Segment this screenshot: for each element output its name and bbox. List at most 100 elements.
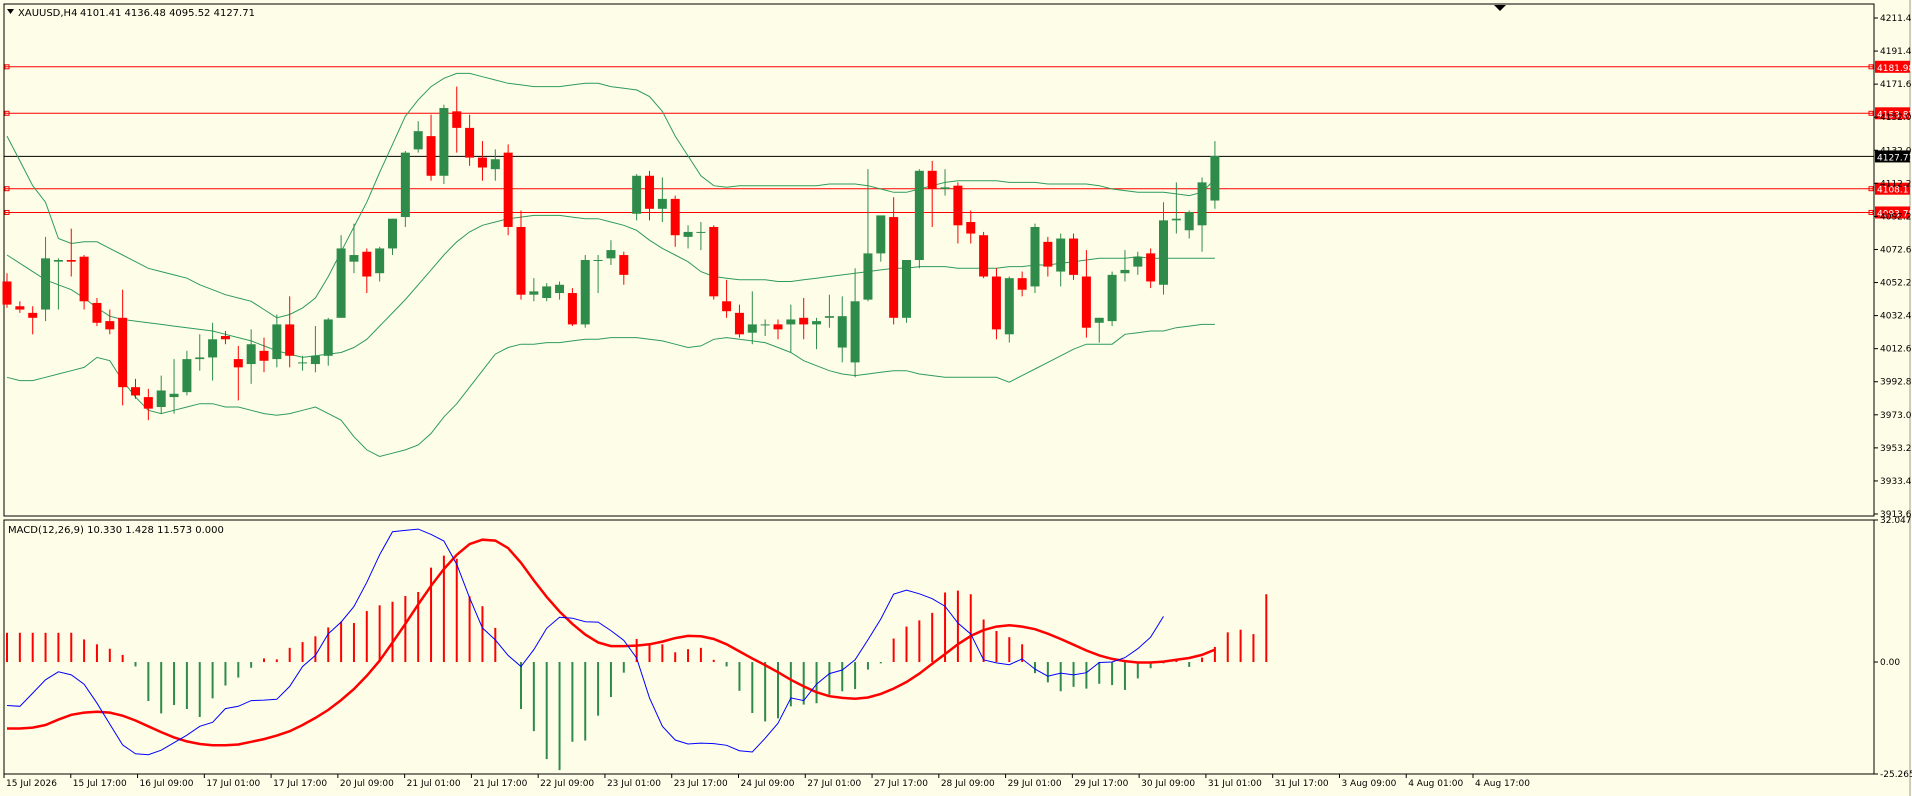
symbol-menu-icon[interactable] [7, 9, 14, 14]
time-tick-label: 17 Jul 17:00 [273, 779, 327, 789]
candle-body [1030, 226, 1040, 287]
candle-body [734, 312, 744, 335]
candle [156, 375, 166, 414]
price-tick-label: 4052.25 [1880, 279, 1912, 289]
candle [1210, 141, 1220, 209]
level-price-label: 4153.82 [1877, 110, 1912, 120]
candle [272, 314, 282, 368]
candle [53, 258, 63, 310]
price-tick-label: 3933.45 [1880, 477, 1912, 487]
candle-body [1094, 317, 1104, 323]
time-tick-label: 3 Aug 09:00 [1341, 779, 1396, 789]
candle [632, 174, 642, 221]
candle [1146, 248, 1156, 289]
candle [1017, 271, 1027, 297]
price-tick-label: 4072.60 [1880, 245, 1912, 255]
price-tick-label: 4132.00 [1880, 146, 1912, 156]
bollinger-bands [6, 72, 1216, 458]
candle [979, 231, 989, 279]
macd-panel-frame [3, 519, 1875, 775]
candle-body [876, 215, 886, 254]
candle [850, 268, 860, 378]
candle-body [953, 185, 963, 226]
candle [580, 255, 590, 328]
time-tick-label: 28 Jul 09:00 [941, 779, 995, 789]
candle [195, 334, 205, 371]
candle [657, 177, 667, 223]
candle [709, 225, 719, 300]
candle-body [1171, 218, 1181, 221]
current-price-label: 4127.71 [1877, 153, 1912, 163]
macd-tick-label: -25.265 [1880, 770, 1912, 780]
candle-body [79, 256, 89, 302]
candle-body [683, 231, 693, 237]
candle-body [1184, 212, 1194, 231]
candle [1133, 251, 1143, 275]
candle-body [580, 260, 590, 325]
candle [606, 240, 616, 265]
level-price-tag [1875, 60, 1910, 73]
candle [683, 225, 693, 249]
candle-body [709, 226, 719, 297]
candle-body [259, 350, 269, 361]
candle-body [503, 152, 513, 227]
time-tick-label: 30 Jul 09:00 [1141, 779, 1195, 789]
macd-tick-label: 32.047 [1880, 516, 1912, 526]
candle-body [131, 387, 140, 396]
candle-body [92, 302, 102, 323]
candle [105, 309, 115, 335]
candle-body [1133, 256, 1143, 267]
price-panel-frame [3, 3, 1875, 517]
candle [799, 297, 809, 340]
candle [593, 255, 603, 294]
candle [246, 329, 256, 384]
candle [323, 317, 333, 366]
candle-body [388, 218, 397, 249]
candle [375, 246, 385, 282]
candle [143, 388, 153, 421]
candle [1184, 210, 1194, 239]
candle-body [426, 136, 436, 176]
candle-body [593, 260, 603, 261]
candle [28, 306, 38, 335]
candle [812, 317, 822, 350]
candle [362, 248, 372, 294]
candle [169, 359, 179, 414]
candle [760, 319, 770, 336]
candle-body [490, 159, 500, 170]
candle [92, 297, 102, 327]
candle-body [1107, 274, 1117, 322]
candle [914, 169, 924, 269]
candle-body [41, 258, 51, 310]
candle [824, 294, 834, 328]
price-tick-label: 3992.85 [1880, 378, 1912, 388]
candle [413, 121, 423, 153]
time-axis: 15 Jul 2026 15 Jul 17:00 16 Jul 09:00 17 Ju… [3, 774, 1530, 789]
candle-body [529, 291, 539, 295]
candle [555, 281, 565, 300]
candle-body [516, 226, 526, 295]
time-tick-label: 15 Jul 17:00 [73, 779, 127, 789]
candle [953, 182, 963, 244]
candle-body [837, 316, 847, 348]
candle-body [632, 175, 642, 214]
time-tick-label: 21 Jul 17:00 [473, 779, 527, 789]
candle-body [799, 317, 809, 325]
level-anchor [4, 110, 10, 116]
chart-shift-marker-icon[interactable] [1494, 5, 1506, 11]
candle [477, 141, 487, 181]
candle-body [760, 324, 770, 326]
time-tick-label: 27 Jul 01:00 [807, 779, 861, 789]
level-price-tag [1875, 107, 1910, 120]
candle-body [1210, 155, 1220, 201]
candle-body [413, 131, 423, 150]
candle-body [645, 175, 654, 209]
candle [298, 355, 308, 371]
time-tick-label: 15 Jul 2026 [6, 779, 57, 789]
candle-body [619, 255, 629, 275]
candle-body [233, 359, 243, 368]
level-price-label: 4093.78 [1877, 209, 1912, 219]
candle [182, 350, 192, 396]
candle [927, 160, 937, 227]
candle-body [118, 317, 128, 388]
